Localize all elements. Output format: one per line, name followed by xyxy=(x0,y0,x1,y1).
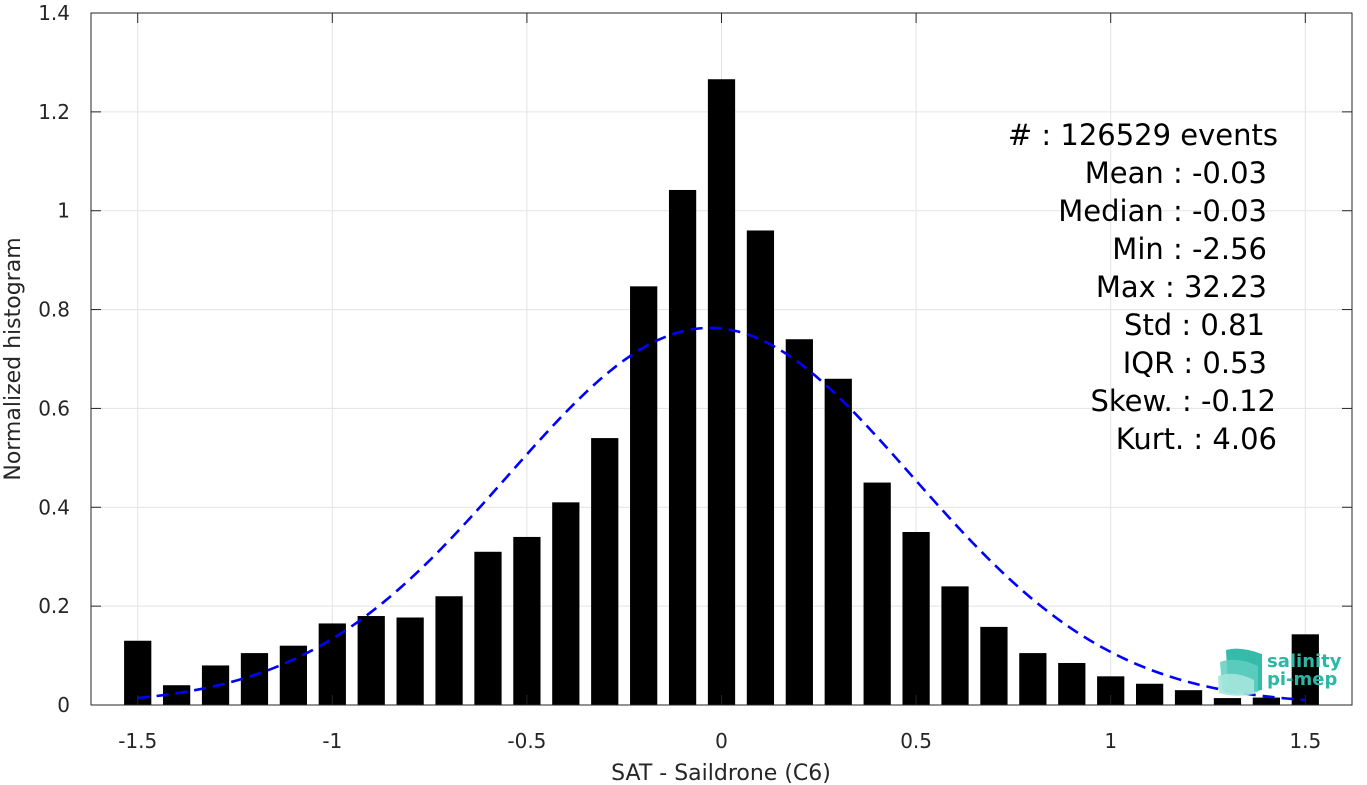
y-tick-label: 0.8 xyxy=(38,298,70,322)
histogram-bar xyxy=(824,378,852,705)
histogram-bar xyxy=(746,230,775,705)
x-tick-label: 1 xyxy=(1104,729,1117,753)
logo-text-salinity: salinity xyxy=(1267,651,1342,672)
histogram-bar xyxy=(357,616,385,705)
stat-iqr: IQR : 0.53 xyxy=(1123,346,1267,380)
histogram-bar xyxy=(396,617,424,705)
stat-events: # : 126529 events xyxy=(1008,118,1278,152)
histogram-bar xyxy=(124,640,152,705)
histogram-bar xyxy=(941,586,969,705)
histogram-bar xyxy=(785,339,813,705)
x-tick-labels: -1.5 -1 -0.5 0 0.5 1 1.5 xyxy=(118,729,1321,753)
histogram-bar xyxy=(668,189,697,705)
y-tick-label: 1.2 xyxy=(38,100,70,124)
wave-icon xyxy=(1218,648,1262,696)
histogram-bar xyxy=(435,596,463,705)
y-tick-label: 0.4 xyxy=(38,495,70,519)
normal-fit-curve xyxy=(137,326,1306,702)
histogram-bar xyxy=(513,536,541,705)
stat-std: Std : 0.81 xyxy=(1124,308,1265,342)
x-tick-label: 0 xyxy=(715,729,728,753)
y-tick-label: 1.4 xyxy=(38,1,70,25)
histogram-bar xyxy=(707,79,736,706)
histogram-bar xyxy=(1058,662,1086,705)
histogram-bars xyxy=(124,79,1319,706)
x-tick-label: -1 xyxy=(322,729,342,753)
histogram-bar xyxy=(240,653,269,705)
histogram-bar xyxy=(1174,690,1203,705)
x-tick-label: 0.5 xyxy=(900,729,932,753)
histogram-bar xyxy=(318,623,346,705)
stat-skew: Skew. : -0.12 xyxy=(1090,384,1276,418)
stat-kurt: Kurt. : 4.06 xyxy=(1116,422,1277,456)
histogram-bar xyxy=(163,685,191,705)
x-tick-label: -0.5 xyxy=(507,729,546,753)
salinity-pi-mep-logo: salinity pi-mep xyxy=(1218,648,1342,696)
histogram-bar xyxy=(980,626,1008,705)
histogram-bar xyxy=(474,551,502,705)
histogram-bar xyxy=(863,482,891,705)
histogram-bar xyxy=(902,532,930,705)
y-tick-label: 0 xyxy=(57,693,70,717)
histogram-bar xyxy=(591,438,619,705)
y-tick-labels: 0 0.2 0.4 0.6 0.8 1 1.2 1.4 xyxy=(38,1,70,717)
x-tick-label: 1.5 xyxy=(1289,729,1321,753)
y-axis-label: Normalized histogram xyxy=(1,237,26,480)
axis-ticks xyxy=(91,12,1352,706)
x-axis-label: SAT - Saildrone (C6) xyxy=(611,761,831,785)
histogram-bar xyxy=(630,286,658,705)
histogram-bar xyxy=(1252,697,1280,705)
histogram-bar xyxy=(1291,634,1319,705)
stat-max: Max : 32.23 xyxy=(1096,270,1267,304)
stats-box: # : 126529 events Mean : -0.03 Median : … xyxy=(1008,118,1278,456)
stat-mean: Mean : -0.03 xyxy=(1085,156,1267,190)
x-tick-label: -1.5 xyxy=(118,729,157,753)
y-tick-label: 1 xyxy=(57,199,70,223)
histogram-bar xyxy=(1213,698,1242,705)
histogram-bar xyxy=(1019,653,1047,705)
y-tick-label: 0.2 xyxy=(38,594,70,618)
histogram-bar xyxy=(552,502,580,705)
stat-min: Min : -2.56 xyxy=(1112,232,1267,266)
logo-text-pi-mep: pi-mep xyxy=(1267,669,1337,690)
stat-median: Median : -0.03 xyxy=(1058,194,1267,228)
histogram-bar xyxy=(1135,683,1164,705)
y-tick-label: 0.6 xyxy=(38,396,70,420)
